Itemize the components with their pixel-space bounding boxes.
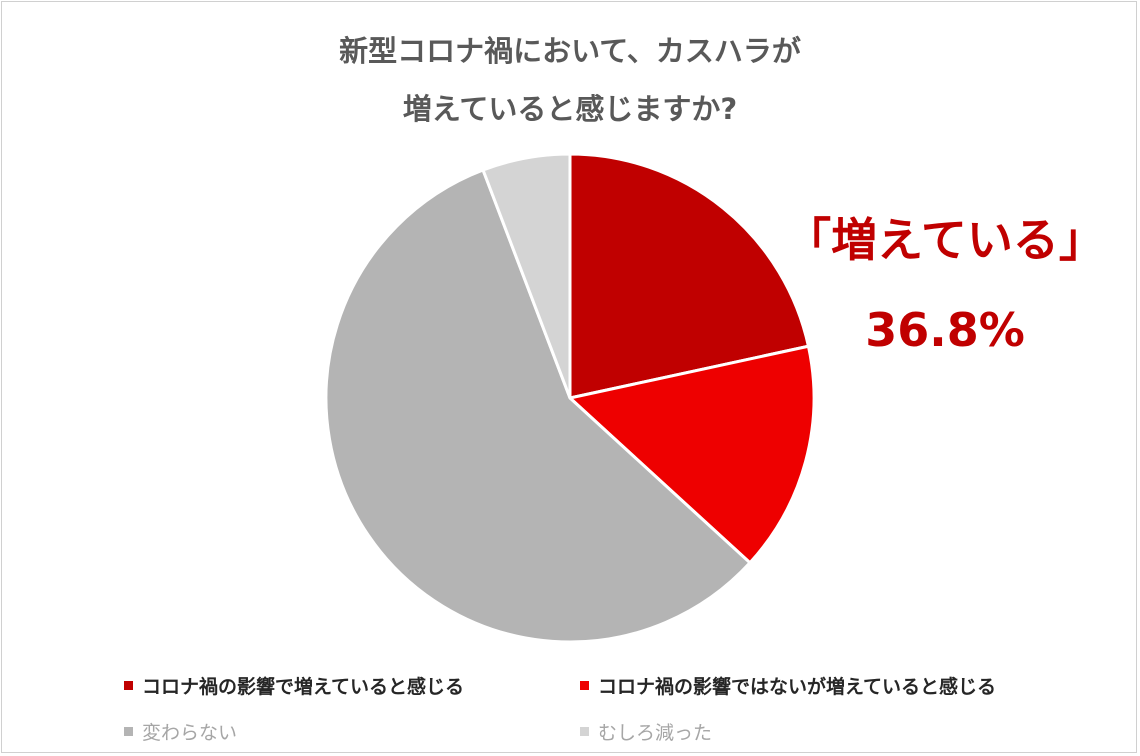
legend-label: 変わらない (142, 721, 238, 744)
callout-label: 「増えている」 (785, 213, 1105, 267)
legend: コロナ禍の影響で増えていると感じる コロナ禍の影響ではないが増えていると感じる … (124, 668, 1084, 748)
legend-label: コロナ禍の影響で増えていると感じる (142, 675, 465, 698)
pie-slice-non-covid-increase (568, 344, 816, 565)
legend-item-covid-increase: コロナ禍の影響で増えていると感じる (124, 668, 580, 702)
callout-percent: 36.8% (865, 303, 1025, 357)
pie-slice-decreased (481, 152, 572, 400)
chart-title-line-2: 増えていると感じますか? (402, 92, 738, 126)
legend-swatch (580, 680, 589, 690)
legend-swatch (580, 726, 589, 736)
legend-label: むしろ減った (598, 721, 713, 744)
legend-swatch (124, 726, 133, 736)
legend-swatch (124, 680, 133, 690)
legend-label: コロナ禍の影響ではないが増えていると感じる (598, 675, 997, 698)
legend-item-no-change: 変わらない (124, 714, 580, 748)
legend-item-decreased: むしろ減った (580, 714, 1040, 748)
legend-item-non-covid-increase: コロナ禍の影響ではないが増えていると感じる (580, 668, 1040, 702)
pie-slice-covid-increase (568, 152, 810, 400)
chart-title: 新型コロナ禍において、カスハラが 増えていると感じますか? (0, 22, 1140, 138)
increase-callout: 「増えている」 36.8% (780, 205, 1110, 365)
pie-slice-no-change (324, 168, 752, 644)
chart-title-line-1: 新型コロナ禍において、カスハラが (339, 34, 801, 68)
